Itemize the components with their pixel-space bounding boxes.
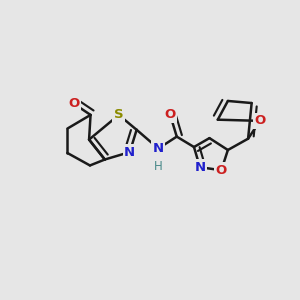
Text: N: N	[124, 146, 135, 159]
Text: O: O	[254, 114, 266, 128]
Text: H: H	[154, 160, 163, 173]
Text: O: O	[69, 98, 80, 110]
Text: S: S	[114, 108, 124, 122]
Text: N: N	[153, 142, 164, 155]
Text: O: O	[216, 164, 227, 177]
Text: O: O	[165, 108, 176, 122]
Text: N: N	[194, 161, 206, 174]
